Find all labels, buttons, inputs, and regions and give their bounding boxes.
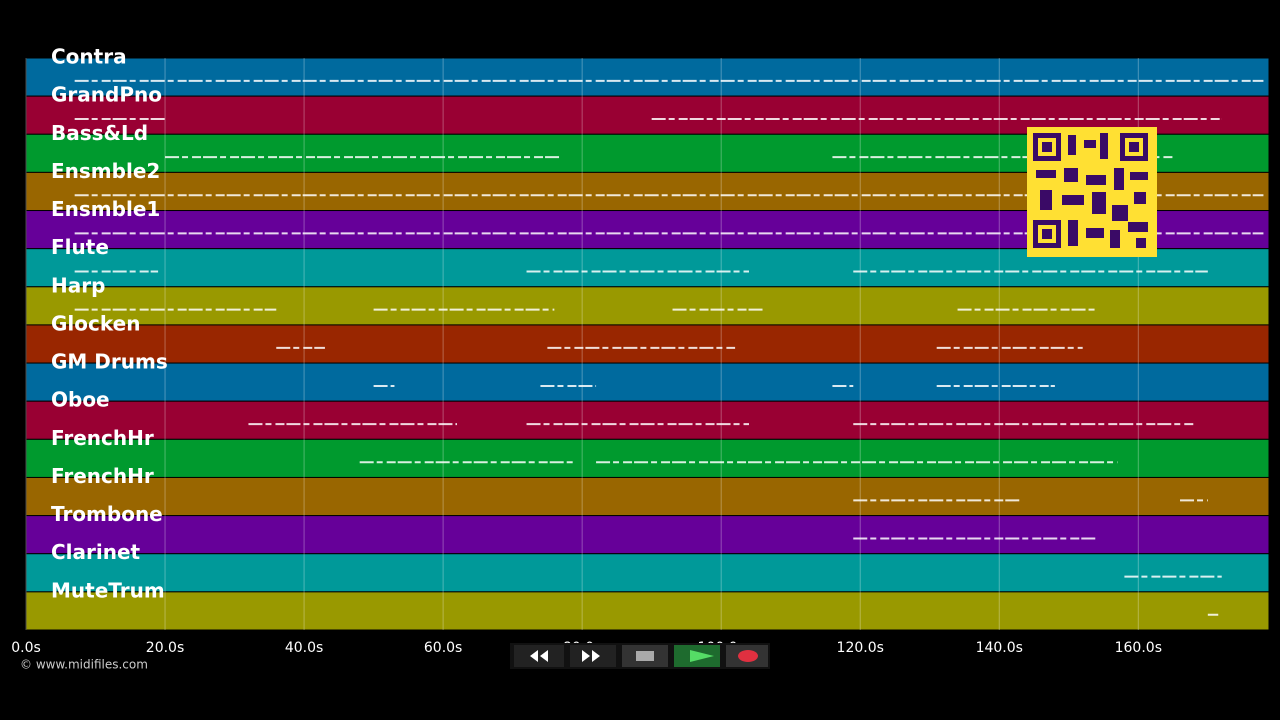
x-tick-label: 40.0s <box>285 640 323 656</box>
x-tick-label: 100.0s <box>698 640 745 656</box>
x-tick-label: 0.0s <box>11 640 41 656</box>
x-tick-label: 20.0s <box>146 640 184 656</box>
track-label: Ensmble2 <box>51 159 160 183</box>
track-label: Harp <box>51 273 105 297</box>
track-label: Flute <box>51 235 109 259</box>
track-label: Glocken <box>51 311 140 335</box>
track-band <box>25 553 1270 593</box>
track-label: Bass&Ld <box>51 121 148 145</box>
track-label: Contra <box>51 45 127 69</box>
track-band <box>25 400 1270 440</box>
track-label: MuteTrum <box>51 578 165 602</box>
track-label: Oboe <box>51 388 110 412</box>
track-band <box>25 171 1270 212</box>
track-label: GrandPno <box>51 83 162 107</box>
track-band <box>25 362 1270 402</box>
track-band <box>25 438 1270 478</box>
track-band <box>25 248 1270 288</box>
x-tick-label: 60.0s <box>424 640 462 656</box>
x-tick-label: 160.0s <box>1115 640 1162 656</box>
track-label: Ensmble1 <box>51 197 160 221</box>
x-tick-label: 140.0s <box>976 640 1023 656</box>
track-band <box>25 324 1270 364</box>
track-label: Clarinet <box>51 540 141 564</box>
track-band <box>25 133 1270 173</box>
track-band <box>25 57 1270 97</box>
track-band <box>25 476 1270 517</box>
track-band <box>25 210 1270 250</box>
track-label: FrenchHr <box>51 426 154 450</box>
track-band <box>25 95 1270 135</box>
track-band <box>25 286 1270 326</box>
track-label: Trombone <box>51 502 163 526</box>
copyright: © www.midifiles.com <box>20 658 148 672</box>
track-band <box>25 515 1270 555</box>
track-label: GM Drums <box>51 350 168 374</box>
x-tick-label: 80.0s <box>563 640 601 656</box>
x-tick-label: 120.0s <box>837 640 884 656</box>
track-label: FrenchHr <box>51 464 154 488</box>
track-band <box>25 591 1270 631</box>
